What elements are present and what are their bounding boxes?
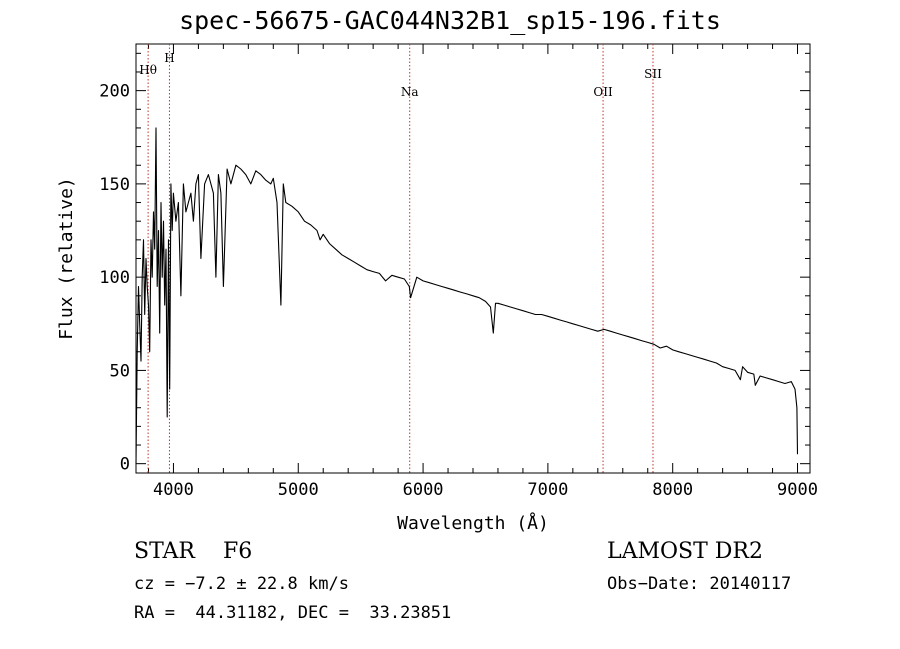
x-tick-label: 4000	[153, 480, 194, 500]
y-tick-label: 150	[99, 175, 130, 195]
y-tick-label: 0	[120, 455, 130, 475]
spectrum-line	[135, 127, 799, 464]
x-tick-label: 8000	[652, 480, 693, 500]
x-tick-label: 5000	[278, 480, 319, 500]
spectral-line-label: OII	[593, 85, 613, 99]
y-axis-label: Flux (relative)	[56, 177, 77, 340]
x-tick-label: 6000	[403, 480, 444, 500]
spectral-line-label: H	[164, 51, 174, 65]
y-tick-label: 100	[99, 268, 130, 288]
spectral-line-label: SII	[644, 67, 662, 81]
survey-name: LAMOST DR2	[607, 539, 763, 564]
redshift-velocity: cz = −7.2 ± 22.8 km/s	[134, 574, 349, 594]
spectrum-chart: 4000 5000 6000 7000 8000 9000 0 50 100 150 200 Wave…	[56, 43, 818, 534]
object-class: STAR F6	[134, 539, 253, 564]
x-axis-label: Wavelength (Å)	[397, 512, 549, 534]
chart-title: spec-56675-GAC044N32B1_sp15-196.fits	[179, 6, 721, 35]
spectral-line-label: Hθ	[139, 63, 157, 77]
plot-frame	[135, 43, 811, 474]
y-tick-label: 50	[110, 361, 130, 381]
coordinates: RA = 44.31182, DEC = 33.23851	[134, 603, 452, 623]
x-tick-label: 9000	[777, 480, 818, 500]
spectral-line-label: Na	[401, 85, 419, 99]
y-tick-label: 200	[99, 82, 130, 102]
observation-date: Obs−Date: 20140117	[607, 574, 792, 594]
x-tick-label: 7000	[527, 480, 568, 500]
